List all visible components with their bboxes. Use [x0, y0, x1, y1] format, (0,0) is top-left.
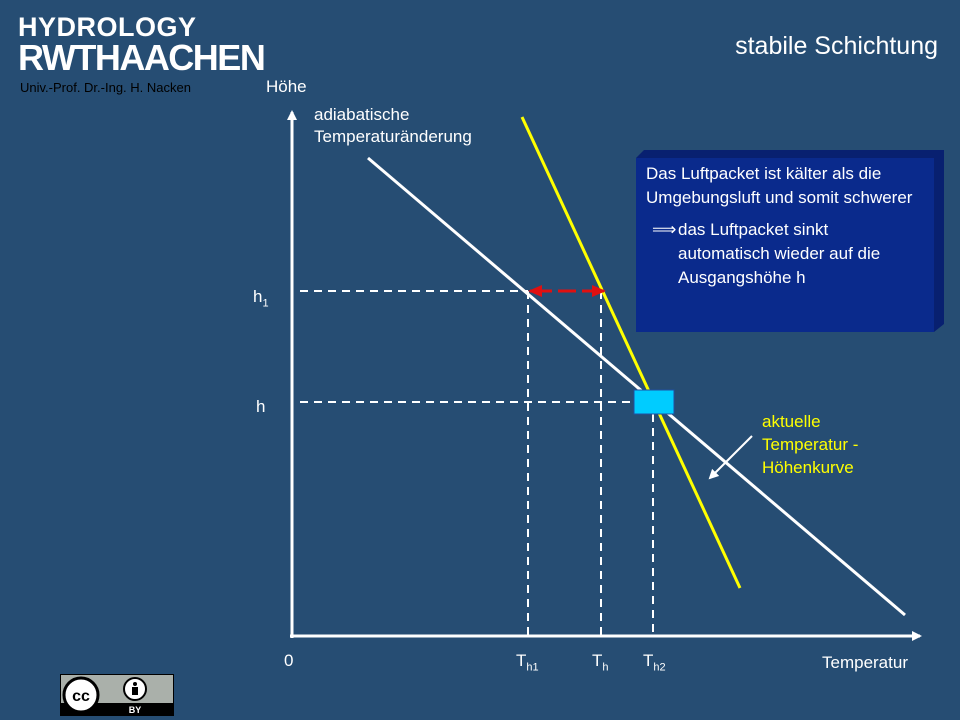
info-box: Das Luftpacket ist kälter als die Umgebu…: [636, 158, 934, 332]
h1-label: h1: [253, 287, 269, 310]
T-h1-label: Th1: [516, 651, 539, 674]
info-text-1: Das Luftpacket ist kälter als die Umgebu…: [646, 164, 913, 207]
current-curve-label: aktuelle Temperatur - Höhenkurve: [762, 412, 859, 477]
x-axis-label: Temperatur: [822, 653, 908, 672]
cc-by-icon: cc BY: [61, 676, 173, 715]
pointer-arrow: [708, 435, 753, 480]
cc-by-license-badge: cc BY: [60, 674, 174, 716]
info-text-2: ⟹ das Luftpacket sinkt automatisch wiede…: [652, 220, 881, 287]
implies-arrow-icon: ⟹: [652, 220, 677, 239]
adiabatic-label: adiabatische Temperaturänderung: [314, 105, 472, 146]
logo-hydrology: HYDROLOGY: [18, 12, 197, 42]
origin-label: 0: [284, 651, 294, 670]
svg-text:cc: cc: [72, 688, 90, 705]
environment-line: [520, 116, 742, 589]
T-h-label: Th: [592, 651, 609, 674]
y-axis-label: Höhe: [266, 77, 307, 96]
logo-rwth-aachen: RWTHAACHEN: [18, 37, 266, 78]
professor-name: Univ.-Prof. Dr.-Ing. H. Nacken: [20, 80, 191, 95]
T-h2-label: Th2: [643, 651, 666, 674]
page-title: stabile Schichtung: [735, 32, 938, 60]
svg-text:BY: BY: [129, 705, 142, 715]
air-parcel: [633, 389, 675, 415]
adiabatic-line: [367, 156, 906, 617]
h-label: h: [256, 397, 266, 416]
